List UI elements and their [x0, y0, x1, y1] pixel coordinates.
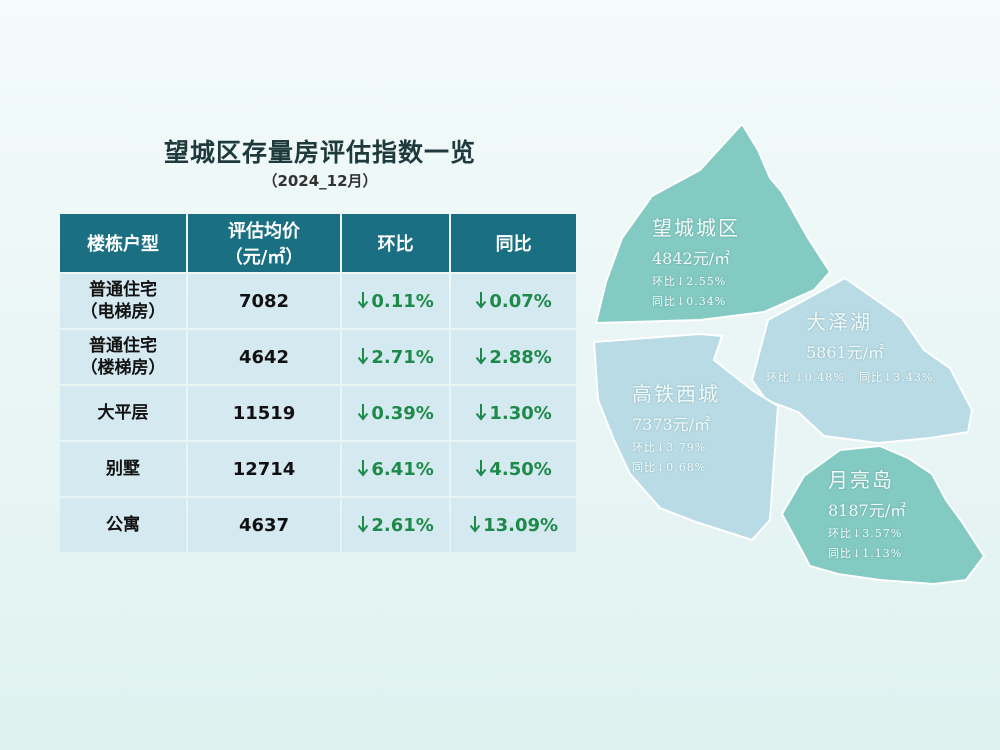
down-arrow-icon [476, 291, 487, 309]
cell-price: 4642 [188, 330, 340, 384]
region-label-moon-island: 月亮岛 8187元/㎡ 环比↓3.57% 同比↓1.13% [828, 464, 906, 561]
down-arrow-icon [476, 403, 487, 421]
down-arrow-icon [358, 515, 369, 533]
region-mom: 环比 ↓0.48% [766, 371, 845, 384]
region-name: 望城城区 [652, 216, 740, 240]
table-row: 大平层 11519 0.39% 1.30% [60, 386, 576, 440]
header-price-line1: 评估均价 [228, 221, 300, 242]
cell-type: 普通住宅 （楼梯房） [60, 330, 186, 384]
cell-mom: 2.71% [342, 330, 450, 384]
cell-price: 7082 [188, 274, 340, 328]
cell-yoy: 2.88% [451, 330, 576, 384]
row-type-line1: 别墅 [106, 459, 140, 479]
row-type-line2: （楼梯房） [80, 358, 166, 378]
header-price-line2: （元/㎡） [224, 247, 304, 268]
region-mom: 环比↓3.79% [632, 441, 707, 454]
down-arrow-icon [358, 403, 369, 421]
down-arrow-icon [476, 459, 487, 477]
cell-yoy: 13.09% [451, 498, 576, 552]
mom-value: 6.41% [371, 458, 434, 480]
cell-type: 大平层 [60, 386, 186, 440]
row-type-line1: 大平层 [97, 403, 149, 423]
cell-type: 别墅 [60, 442, 186, 496]
row-type-line2: （电梯房） [80, 302, 166, 322]
page-subtitle: （2024_12月） [262, 172, 378, 190]
region-label-wangcheng-city: 望城城区 4842元/㎡ 环比↓2.55% 同比↓0.34% [652, 212, 740, 309]
region-shape-moon-island [780, 444, 986, 586]
header-price: 评估均价 （元/㎡） [188, 214, 340, 272]
region-label-high-speed-rail-west: 高铁西城 7373元/㎡ 环比↓3.79% 同比↓0.68% [632, 378, 720, 475]
row-type-line1: 普通住宅 [89, 336, 157, 356]
cell-mom: 0.11% [342, 274, 450, 328]
region-yoy: 同比↓0.68% [632, 461, 707, 474]
header-type: 楼栋户型 [60, 214, 186, 272]
region-mom: 环比↓3.57% [828, 527, 903, 540]
region-label-dazehu: 大泽湖 5861元/㎡ 环比 ↓0.48% 同比↓3.43% [766, 306, 933, 385]
cell-yoy: 4.50% [451, 442, 576, 496]
mom-value: 0.11% [371, 290, 434, 312]
row-type-line1: 公寓 [106, 515, 140, 535]
yoy-value: 4.50% [489, 458, 552, 480]
yoy-value: 13.09% [483, 514, 559, 536]
row-type-line1: 普通住宅 [89, 280, 157, 300]
down-arrow-icon [469, 515, 481, 533]
yoy-value: 2.88% [489, 346, 552, 368]
region-yoy: 同比↓3.43% [859, 371, 934, 384]
cell-mom: 2.61% [342, 498, 450, 552]
mom-value: 2.71% [371, 346, 434, 368]
index-table: 楼栋户型 评估均价 （元/㎡） 环比 同比 普通住宅 （电梯房） 7082 0.11%… [58, 212, 578, 554]
page-title: 望城区存量房评估指数一览 [163, 138, 476, 167]
down-arrow-icon [476, 347, 487, 365]
table-row: 公寓 4637 2.61% 13.09% [60, 498, 576, 552]
cell-price: 4637 [188, 498, 340, 552]
region-yoy: 同比↓0.34% [652, 295, 727, 308]
cell-price: 12714 [188, 442, 340, 496]
table-header-row: 楼栋户型 评估均价 （元/㎡） 环比 同比 [60, 214, 576, 272]
region-mom: 环比↓2.55% [652, 275, 727, 288]
table-row: 普通住宅 （楼梯房） 4642 2.71% 2.88% [60, 330, 576, 384]
cell-type: 公寓 [60, 498, 186, 552]
region-price: 7373元/㎡ [632, 415, 711, 434]
mom-value: 0.39% [371, 402, 434, 424]
region-name: 月亮岛 [828, 468, 894, 492]
region-shape-high-speed-rail-west [592, 332, 780, 542]
region-shape-wangcheng-city [594, 122, 832, 325]
region-price: 5861元/㎡ [806, 343, 885, 362]
down-arrow-icon [358, 459, 369, 477]
region-name: 大泽湖 [806, 310, 872, 334]
cell-mom: 6.41% [342, 442, 450, 496]
region-name: 高铁西城 [632, 382, 720, 406]
cell-mom: 0.39% [342, 386, 450, 440]
table-row: 别墅 12714 6.41% 4.50% [60, 442, 576, 496]
mom-value: 2.61% [371, 514, 434, 536]
table-row: 普通住宅 （电梯房） 7082 0.11% 0.07% [60, 274, 576, 328]
header-yoy: 同比 [451, 214, 576, 272]
yoy-value: 0.07% [489, 290, 552, 312]
region-yoy: 同比↓1.13% [828, 547, 903, 560]
cell-yoy: 1.30% [451, 386, 576, 440]
region-price: 8187元/㎡ [828, 501, 907, 520]
cell-type: 普通住宅 （电梯房） [60, 274, 186, 328]
header-mom: 环比 [342, 214, 450, 272]
yoy-value: 1.30% [489, 402, 552, 424]
down-arrow-icon [358, 347, 369, 365]
region-price: 4842元/㎡ [652, 249, 731, 268]
down-arrow-icon [358, 291, 369, 309]
cell-price: 11519 [188, 386, 340, 440]
cell-yoy: 0.07% [451, 274, 576, 328]
